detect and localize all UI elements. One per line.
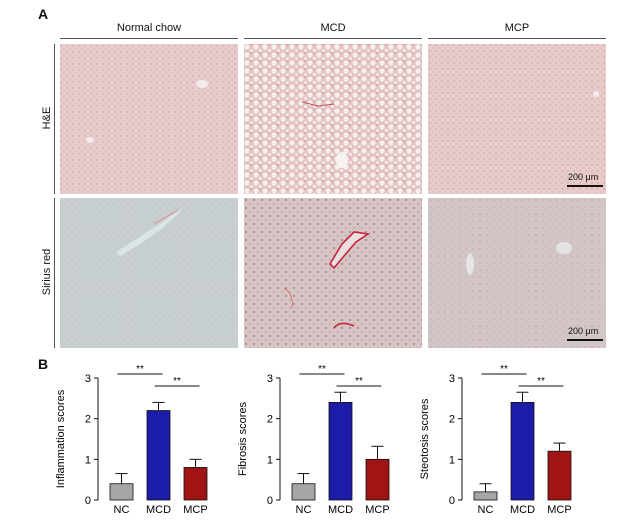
bar-nc: [109, 483, 134, 501]
row-label-he: H&E: [41, 106, 53, 130]
y-tick-label: 2: [85, 414, 91, 426]
bar-mcd: [146, 410, 171, 501]
column-header-line: [60, 38, 238, 39]
column-header-mcp: MCP: [504, 22, 530, 34]
significance-marker: **: [500, 364, 508, 375]
inflammation-chart: Inflammation scores 0 1 2 3 NC MCD MCP ** **: [55, 364, 208, 516]
y-tick-label: 1: [449, 454, 455, 466]
column-header-line: [244, 38, 422, 39]
micrograph-sirius-red-mcd: [244, 198, 422, 348]
scale-bar-sirius-red: [567, 339, 603, 341]
micrograph-he-mcd: [244, 44, 422, 194]
bar-mcp: [547, 450, 572, 501]
y-axis-label: Inflammation scores: [55, 389, 67, 488]
micrograph-he-mcp: [428, 44, 606, 194]
column-header-mcd: MCD: [320, 22, 346, 34]
steotosis-chart: Steotosis scores 0 1 2 3 NC MCD MCP ** **: [419, 364, 572, 516]
y-tick-label: 3: [85, 373, 91, 385]
panel-a-letter: A: [38, 6, 49, 22]
scale-bar-label-sirius-red: 200 μm: [568, 326, 599, 336]
x-tick-label: NC: [478, 504, 494, 516]
y-tick-label: 1: [85, 454, 91, 466]
panel-b-letter: B: [38, 356, 49, 372]
x-tick-label: MCP: [547, 504, 571, 516]
x-tick-label: MCD: [146, 504, 171, 516]
y-tick-label: 1: [267, 454, 273, 466]
significance-marker: **: [537, 376, 545, 387]
y-tick-label: 3: [449, 373, 455, 385]
row-label-sirius-red: Sirius red: [41, 248, 53, 296]
y-tick-label: 3: [267, 373, 273, 385]
micrograph-sirius-red-normal-chow: [60, 198, 238, 348]
y-axis-label: Steotosis scores: [419, 398, 431, 479]
scale-bar-label-he: 200 μm: [568, 172, 599, 182]
significance-marker: **: [173, 376, 181, 387]
row-label-line: [54, 198, 55, 348]
column-header-line: [428, 38, 606, 39]
x-tick-label: MCP: [365, 504, 389, 516]
x-tick-label: NC: [296, 504, 312, 516]
x-tick-label: MCD: [328, 504, 353, 516]
significance-marker: **: [136, 364, 144, 375]
bar-mcp: [183, 467, 208, 501]
x-tick-label: MCD: [510, 504, 535, 516]
scale-bar-he: [567, 185, 603, 187]
y-tick-label: 0: [267, 495, 273, 507]
x-tick-label: MCP: [183, 504, 207, 516]
row-label-line: [54, 44, 55, 194]
y-tick-label: 2: [449, 414, 455, 426]
y-tick-label: 0: [449, 495, 455, 507]
y-tick-label: 2: [267, 414, 273, 426]
fibrosis-chart: Fibrosis scores 0 1 2 3 NC MCD MCP ** **: [237, 364, 390, 516]
significance-marker: **: [318, 364, 326, 375]
bar-mcp: [365, 458, 390, 501]
y-tick-label: 0: [85, 495, 91, 507]
y-axis-label: Fibrosis scores: [237, 402, 249, 476]
bar-mcd: [510, 402, 535, 501]
micrograph-sirius-red-mcp: [428, 198, 606, 348]
micrograph-he-normal-chow: [60, 44, 238, 194]
x-tick-label: NC: [114, 504, 130, 516]
significance-marker: **: [355, 376, 363, 387]
bar-nc: [291, 483, 316, 501]
column-header-normal-chow: Normal chow: [116, 22, 182, 34]
bar-nc: [473, 491, 498, 501]
bar-mcd: [328, 402, 353, 501]
